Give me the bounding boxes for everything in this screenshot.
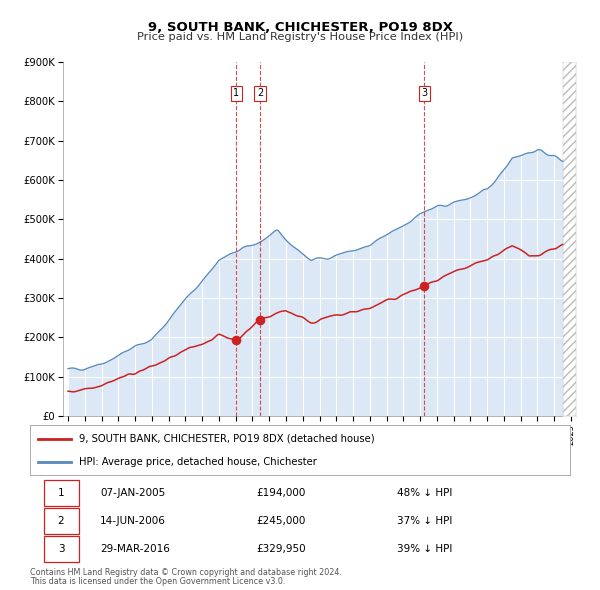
Text: £245,000: £245,000 — [257, 516, 306, 526]
Text: 3: 3 — [58, 544, 64, 554]
Text: £329,950: £329,950 — [257, 544, 307, 554]
Text: 37% ↓ HPI: 37% ↓ HPI — [397, 516, 452, 526]
Point — [419, 281, 429, 291]
Text: 2: 2 — [58, 516, 64, 526]
Text: 1: 1 — [233, 88, 239, 99]
Text: Contains HM Land Registry data © Crown copyright and database right 2024.: Contains HM Land Registry data © Crown c… — [30, 568, 342, 576]
Text: 1: 1 — [58, 489, 64, 499]
Point — [232, 335, 241, 345]
Text: 3: 3 — [421, 88, 427, 99]
FancyBboxPatch shape — [44, 508, 79, 533]
Text: 07-JAN-2005: 07-JAN-2005 — [100, 489, 166, 499]
Point — [255, 315, 265, 324]
Text: 9, SOUTH BANK, CHICHESTER, PO19 8DX: 9, SOUTH BANK, CHICHESTER, PO19 8DX — [148, 21, 452, 34]
Text: 48% ↓ HPI: 48% ↓ HPI — [397, 489, 452, 499]
Text: HPI: Average price, detached house, Chichester: HPI: Average price, detached house, Chic… — [79, 457, 316, 467]
Text: This data is licensed under the Open Government Licence v3.0.: This data is licensed under the Open Gov… — [30, 577, 286, 586]
Text: 2: 2 — [257, 88, 263, 99]
Text: £194,000: £194,000 — [257, 489, 306, 499]
Text: 14-JUN-2006: 14-JUN-2006 — [100, 516, 166, 526]
FancyBboxPatch shape — [44, 536, 79, 562]
Text: 9, SOUTH BANK, CHICHESTER, PO19 8DX (detached house): 9, SOUTH BANK, CHICHESTER, PO19 8DX (det… — [79, 434, 374, 444]
FancyBboxPatch shape — [44, 480, 79, 506]
Text: Price paid vs. HM Land Registry's House Price Index (HPI): Price paid vs. HM Land Registry's House … — [137, 32, 463, 42]
Text: 39% ↓ HPI: 39% ↓ HPI — [397, 544, 452, 554]
Text: 29-MAR-2016: 29-MAR-2016 — [100, 544, 170, 554]
